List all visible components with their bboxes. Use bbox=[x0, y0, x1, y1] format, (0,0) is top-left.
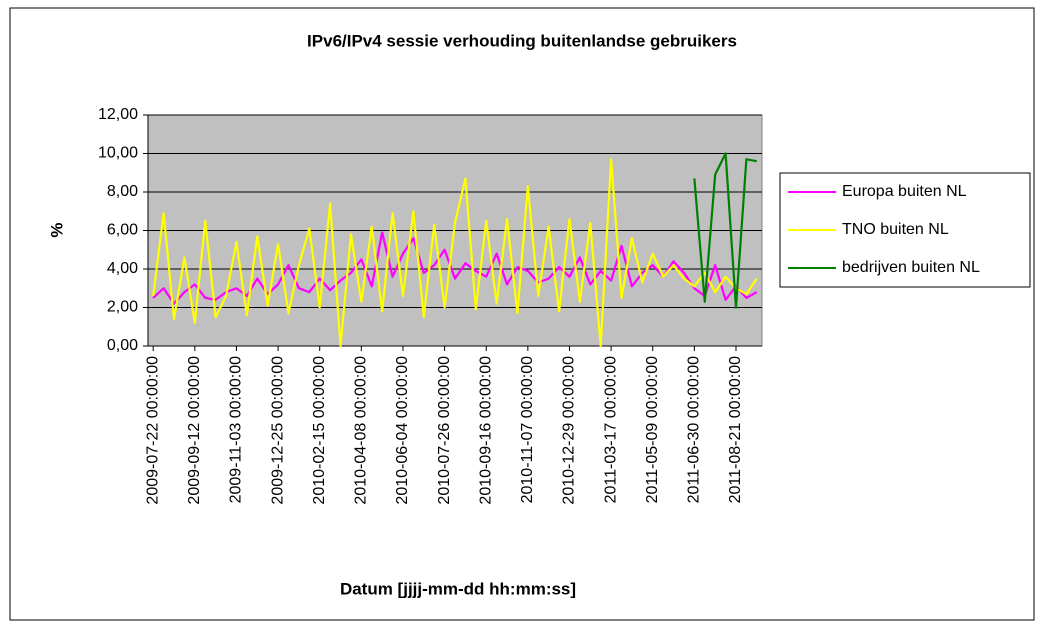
x-tick-label: 2011-03-17 00:00:00 bbox=[602, 356, 619, 503]
y-tick-label: 8,00 bbox=[107, 183, 138, 200]
x-axis-title: Datum [jjjj-mm-dd hh:mm:ss] bbox=[340, 579, 576, 598]
series-line bbox=[693, 152, 757, 309]
series-line bbox=[152, 158, 758, 348]
x-tick-label: 2011-08-21 00:00:00 bbox=[727, 356, 744, 503]
x-tick-label: 2011-05-09 00:00:00 bbox=[644, 356, 661, 503]
legend-label: Europa buiten NL bbox=[842, 183, 967, 200]
series-line bbox=[152, 231, 758, 305]
y-tick-label: 6,00 bbox=[107, 222, 138, 239]
x-tick-label: 2010-09-16 00:00:00 bbox=[477, 356, 494, 505]
chart-title: IPv6/IPv4 sessie verhouding buitenlandse… bbox=[307, 31, 737, 50]
legend-label: TNO buiten NL bbox=[842, 221, 949, 238]
x-tick-label: 2010-12-29 00:00:00 bbox=[561, 356, 578, 505]
y-tick-label: 0,00 bbox=[107, 337, 138, 354]
y-tick-label: 10,00 bbox=[98, 145, 138, 162]
y-tick-label: 4,00 bbox=[107, 260, 138, 277]
x-tick-label: 2009-07-22 00:00:00 bbox=[144, 356, 161, 505]
x-tick-label: 2010-04-08 00:00:00 bbox=[353, 356, 370, 505]
x-tick-label: 2011-06-30 00:00:00 bbox=[686, 356, 703, 503]
x-tick-label: 2009-11-03 00:00:00 bbox=[228, 356, 245, 503]
x-tick-label: 2010-06-04 00:00:00 bbox=[394, 356, 411, 505]
x-tick-label: 2009-09-12 00:00:00 bbox=[186, 356, 203, 505]
y-axis-title: % bbox=[47, 222, 66, 237]
x-tick-label: 2010-11-07 00:00:00 bbox=[519, 356, 536, 503]
legend-label: bedrijven buiten NL bbox=[842, 259, 980, 276]
x-tick-label: 2010-07-26 00:00:00 bbox=[436, 356, 453, 505]
y-tick-label: 2,00 bbox=[107, 299, 138, 316]
x-tick-label: 2009-12-25 00:00:00 bbox=[269, 356, 286, 505]
x-tick-label: 2010-02-15 00:00:00 bbox=[311, 356, 328, 505]
y-tick-label: 12,00 bbox=[98, 106, 138, 123]
